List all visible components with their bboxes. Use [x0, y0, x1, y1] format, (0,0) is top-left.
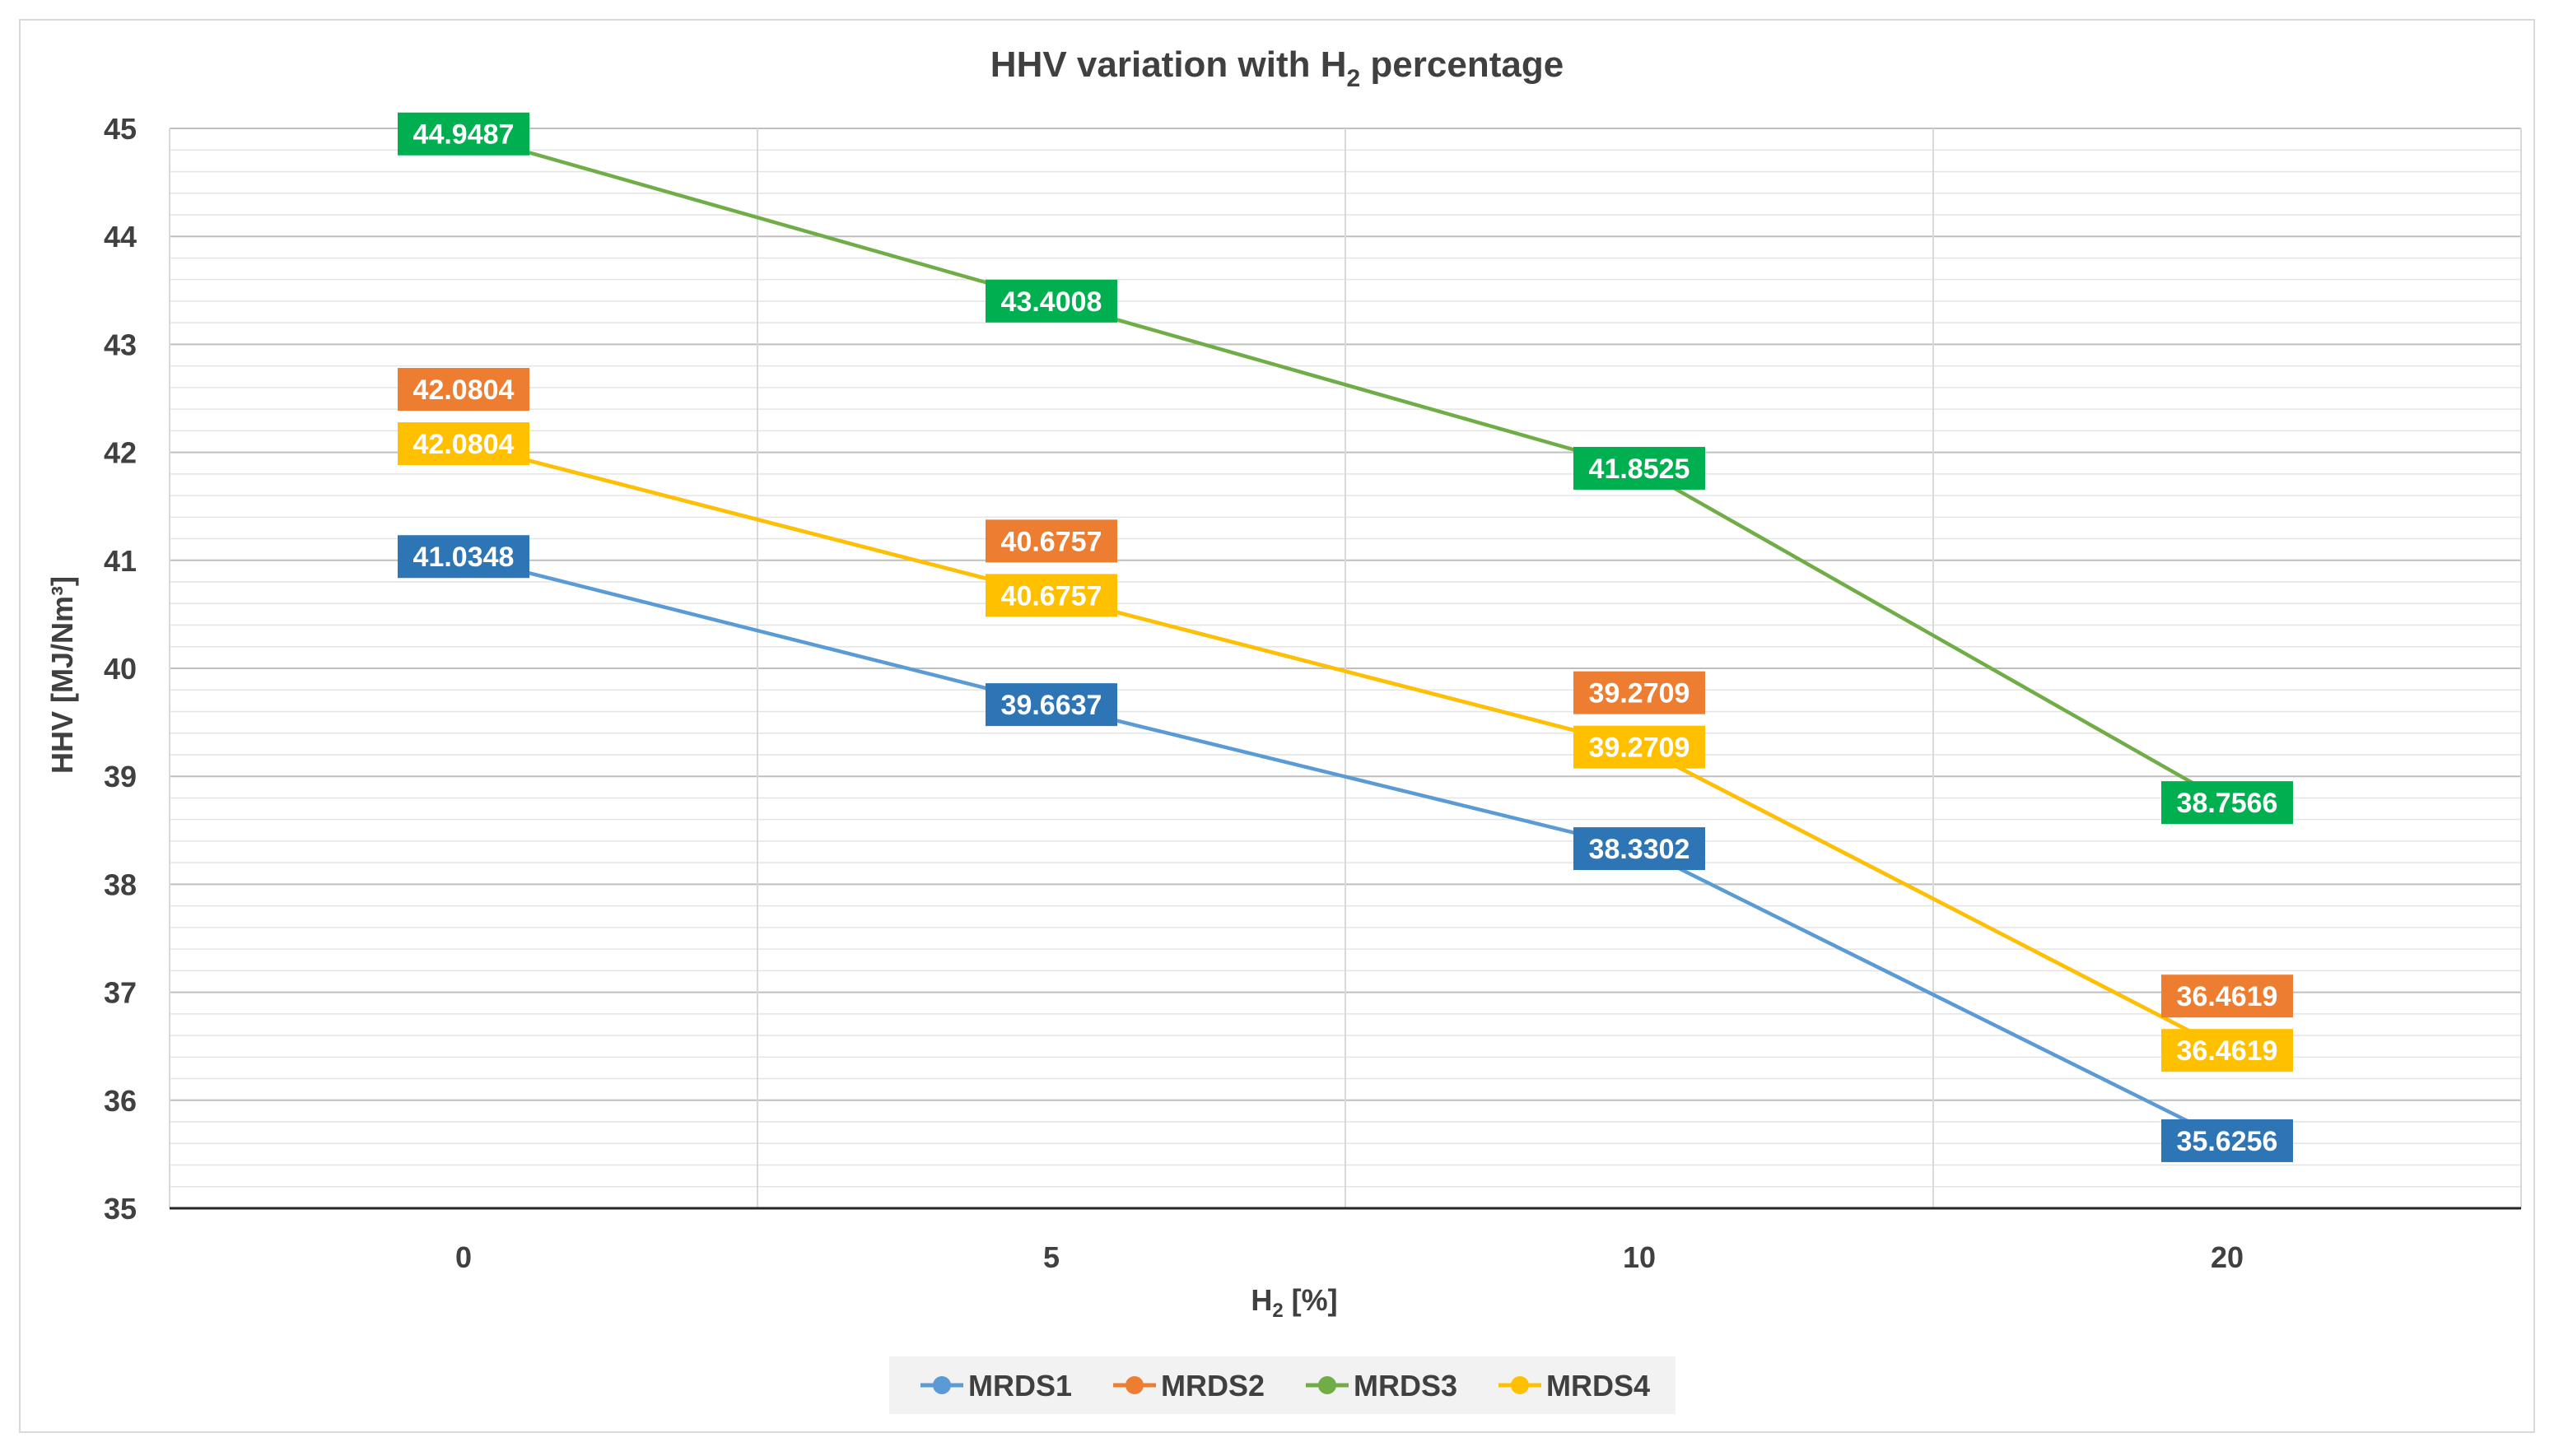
x-axis-ticks: 0 5 10 20 [455, 1240, 2244, 1274]
data-label-box [398, 535, 529, 579]
y-tick-label: 35 [104, 1192, 137, 1226]
data-label-text: 38.3302 [1589, 834, 1690, 865]
y-tick-label: 42 [104, 436, 137, 470]
legend: MRDS1 MRDS2 MRDS3 MRDS4 [920, 1369, 1650, 1403]
y-tick-label: 44 [104, 220, 137, 254]
y-tick-label: 36 [104, 1084, 137, 1118]
chart-border [19, 19, 2535, 1433]
legend-marker [1511, 1376, 1529, 1394]
data-label-mrds1: 41.0348 [398, 535, 529, 579]
legend-marker [1126, 1376, 1144, 1394]
data-label-text: 39.2709 [1589, 678, 1690, 709]
series-line-mrds3 [463, 132, 2229, 805]
legend-label: MRDS3 [1354, 1369, 1457, 1403]
y-tick-label: 37 [104, 976, 137, 1010]
y-tick-label: 43 [104, 328, 137, 361]
data-label-box [1573, 827, 1705, 871]
x-axis-title: H2 [%] [1251, 1283, 1337, 1322]
x-tick-label: 20 [2211, 1240, 2244, 1274]
data-label-text: 42.0804 [413, 374, 515, 406]
data-label-text: 40.6757 [1001, 580, 1102, 612]
data-label-mrds1: 35.6256 [2161, 1119, 2293, 1162]
legend-label: MRDS2 [1161, 1369, 1265, 1403]
legend-box [889, 1356, 1675, 1414]
legend-label: MRDS1 [968, 1369, 1072, 1403]
y-axis-ticks: 35 36 37 38 39 40 41 42 43 44 45 [104, 112, 137, 1226]
legend-marker [1318, 1376, 1336, 1394]
series-line-mrds1 [463, 555, 2229, 1142]
x-tick-label: 10 [1623, 1240, 1656, 1274]
data-label-box [398, 112, 529, 156]
data-label-text: 39.2709 [1589, 733, 1690, 764]
chart-title-main: HHV variation with H [990, 44, 1347, 85]
data-label-text: 41.0348 [413, 542, 515, 573]
data-label-box [986, 279, 1117, 323]
data-label-text: 41.8525 [1589, 454, 1690, 485]
legend-marker [933, 1376, 951, 1394]
data-label-mrds3: 38.7566 [2161, 781, 2293, 825]
data-label-mrds3: 41.8525 [1573, 446, 1705, 490]
x-axis-title-main: H [1251, 1283, 1272, 1317]
data-label-text: 36.4619 [2177, 981, 2278, 1012]
data-labels: 41.0348 39.6637 38.3302 35.6256 42.0804 40.67… [398, 112, 2293, 1162]
y-tick-label: 39 [104, 760, 137, 793]
data-label-box [2161, 1119, 2293, 1162]
y-tick-label: 40 [104, 652, 137, 686]
data-label-box [398, 422, 529, 466]
data-label-text: 42.0804 [413, 429, 515, 460]
x-tick-label: 5 [1043, 1240, 1060, 1274]
legend-item-mrds3: MRDS3 [1306, 1369, 1457, 1403]
x-axis-title-suffix: [%] [1284, 1283, 1338, 1317]
legend-item-mrds4: MRDS4 [1498, 1369, 1650, 1403]
data-label-box [398, 368, 529, 412]
data-label-box [986, 574, 1117, 617]
y-axis-title: HHV [MJ/Nm³] [45, 576, 79, 774]
data-label-box [1573, 725, 1705, 769]
x-axis-title-sub: 2 [1272, 1300, 1283, 1322]
y-tick-label: 45 [104, 112, 137, 146]
data-label-mrds4: 40.6757 [986, 574, 1117, 617]
vertical-gridlines [169, 128, 2522, 1208]
data-label-mrds3: 44.9487 [398, 112, 529, 156]
series-line-mrds4 [463, 441, 2229, 1053]
chart-title: HHV variation with H2 percentage [990, 44, 1564, 92]
data-label-mrds4: 42.0804 [398, 422, 529, 466]
data-label-mrds3: 43.4008 [986, 279, 1117, 323]
data-label-mrds4: 36.4619 [2161, 1029, 2293, 1072]
data-label-box [1573, 671, 1705, 714]
y-tick-label: 38 [104, 868, 137, 901]
data-label-text: 36.4619 [2177, 1035, 2278, 1067]
data-label-box [2161, 975, 2293, 1018]
chart-title-sub: 2 [1347, 65, 1361, 92]
y-tick-label: 41 [104, 544, 137, 578]
data-label-box [986, 683, 1117, 727]
legend-label: MRDS4 [1546, 1369, 1650, 1403]
data-label-box [986, 519, 1117, 563]
legend-item-mrds1: MRDS1 [920, 1369, 1072, 1403]
data-label-text: 39.6637 [1001, 690, 1102, 721]
chart-title-suffix: percentage [1360, 44, 1564, 85]
data-label-mrds2: 39.2709 [1573, 671, 1705, 714]
data-label-box [2161, 1029, 2293, 1072]
x-tick-label: 0 [455, 1240, 472, 1274]
data-label-mrds4: 39.2709 [1573, 725, 1705, 769]
data-label-mrds2: 40.6757 [986, 519, 1117, 563]
data-label-box [2161, 781, 2293, 825]
legend-item-mrds2: MRDS2 [1113, 1369, 1265, 1403]
data-label-text: 40.6757 [1001, 526, 1102, 557]
data-label-mrds2: 42.0804 [398, 368, 529, 412]
data-label-text: 38.7566 [2177, 788, 2278, 819]
data-label-mrds1: 38.3302 [1573, 827, 1705, 871]
data-label-text: 43.4008 [1001, 286, 1102, 318]
data-label-text: 35.6256 [2177, 1126, 2278, 1157]
data-label-box [1573, 446, 1705, 490]
data-label-text: 44.9487 [413, 119, 515, 151]
series-lines [463, 132, 2229, 1142]
data-label-mrds1: 39.6637 [986, 683, 1117, 727]
data-label-mrds2: 36.4619 [2161, 975, 2293, 1018]
